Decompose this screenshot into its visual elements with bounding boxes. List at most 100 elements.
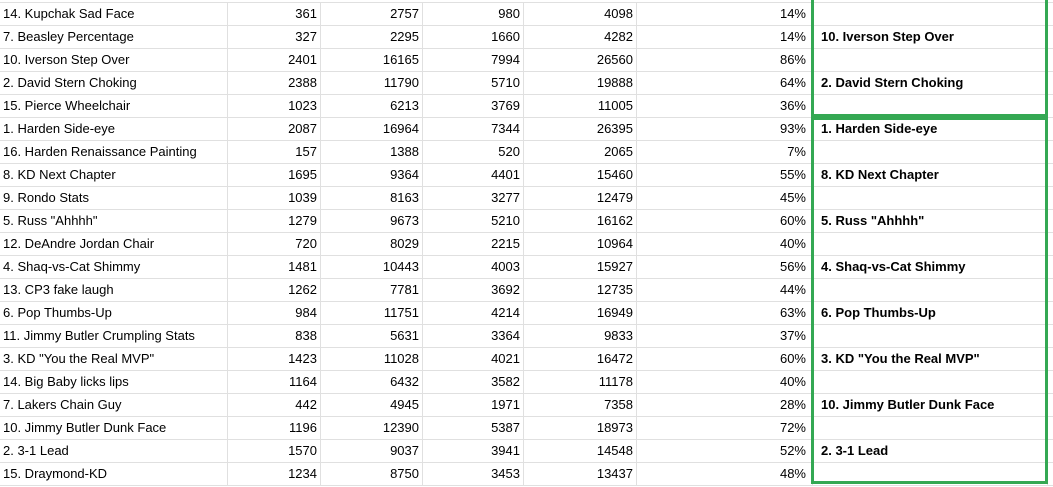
cell-vote-percent[interactable]: 52%: [637, 440, 813, 463]
cell-votes-2[interactable]: 1388: [321, 141, 423, 164]
cell-matchup-winner[interactable]: [813, 417, 1048, 440]
cell-empty-sliver[interactable]: [1048, 95, 1053, 118]
cell-vote-percent[interactable]: 44%: [637, 279, 813, 302]
cell-meme-name[interactable]: 11. Jimmy Butler Crumpling Stats: [0, 325, 228, 348]
cell-empty-sliver[interactable]: [1048, 210, 1053, 233]
cell-vote-percent[interactable]: 40%: [637, 371, 813, 394]
cell-meme-name[interactable]: 5. Russ "Ahhhh": [0, 210, 228, 233]
cell-votes-total[interactable]: 4098: [524, 3, 637, 26]
cell-votes-total[interactable]: 11178: [524, 371, 637, 394]
cell-vote-percent[interactable]: 55%: [637, 164, 813, 187]
cell-votes-total[interactable]: 7358: [524, 394, 637, 417]
cell-votes-1[interactable]: 984: [228, 302, 321, 325]
cell-meme-name[interactable]: 4. Shaq-vs-Cat Shimmy: [0, 256, 228, 279]
cell-empty-sliver[interactable]: [1048, 348, 1053, 371]
cell-votes-3[interactable]: 3364: [423, 325, 524, 348]
cell-votes-total[interactable]: 2065: [524, 141, 637, 164]
cell-matchup-winner[interactable]: [813, 187, 1048, 210]
cell-vote-percent[interactable]: 28%: [637, 394, 813, 417]
cell-votes-1[interactable]: 1023: [228, 95, 321, 118]
cell-votes-total[interactable]: 12735: [524, 279, 637, 302]
cell-meme-name[interactable]: 14. Kupchak Sad Face: [0, 3, 228, 26]
cell-votes-3[interactable]: 5710: [423, 72, 524, 95]
cell-votes-total[interactable]: 13437: [524, 463, 637, 486]
cell-votes-2[interactable]: 6432: [321, 371, 423, 394]
cell-matchup-winner[interactable]: [813, 279, 1048, 302]
cell-votes-3[interactable]: 3453: [423, 463, 524, 486]
cell-votes-2[interactable]: 11751: [321, 302, 423, 325]
cell-votes-total[interactable]: 12479: [524, 187, 637, 210]
cell-votes-3[interactable]: 4214: [423, 302, 524, 325]
cell-vote-percent[interactable]: 48%: [637, 463, 813, 486]
cell-votes-total[interactable]: 16162: [524, 210, 637, 233]
cell-votes-1[interactable]: 1279: [228, 210, 321, 233]
cell-votes-3[interactable]: 4401: [423, 164, 524, 187]
cell-votes-1[interactable]: 1570: [228, 440, 321, 463]
cell-empty-sliver[interactable]: [1048, 417, 1053, 440]
cell-votes-2[interactable]: 11028: [321, 348, 423, 371]
cell-empty-sliver[interactable]: [1048, 118, 1053, 141]
cell-vote-percent[interactable]: 45%: [637, 187, 813, 210]
cell-votes-2[interactable]: 9037: [321, 440, 423, 463]
cell-meme-name[interactable]: 6. Pop Thumbs-Up: [0, 302, 228, 325]
cell-empty-sliver[interactable]: [1048, 3, 1053, 26]
cell-votes-1[interactable]: 720: [228, 233, 321, 256]
cell-votes-1[interactable]: 1196: [228, 417, 321, 440]
cell-meme-name[interactable]: 7. Beasley Percentage: [0, 26, 228, 49]
cell-matchup-winner[interactable]: 6. Pop Thumbs-Up: [813, 302, 1048, 325]
cell-votes-total[interactable]: 10964: [524, 233, 637, 256]
cell-matchup-winner[interactable]: 8. KD Next Chapter: [813, 164, 1048, 187]
cell-votes-total[interactable]: 14548: [524, 440, 637, 463]
cell-votes-total[interactable]: 16472: [524, 348, 637, 371]
cell-matchup-winner[interactable]: [813, 463, 1048, 486]
cell-votes-3[interactable]: 1971: [423, 394, 524, 417]
cell-matchup-winner[interactable]: 10. Jimmy Butler Dunk Face: [813, 394, 1048, 417]
cell-matchup-winner[interactable]: 2. 3-1 Lead: [813, 440, 1048, 463]
cell-vote-percent[interactable]: 40%: [637, 233, 813, 256]
cell-meme-name[interactable]: 14. Big Baby licks lips: [0, 371, 228, 394]
cell-empty-sliver[interactable]: [1048, 164, 1053, 187]
cell-votes-3[interactable]: 980: [423, 3, 524, 26]
cell-votes-3[interactable]: 3769: [423, 95, 524, 118]
cell-vote-percent[interactable]: 37%: [637, 325, 813, 348]
cell-votes-1[interactable]: 2401: [228, 49, 321, 72]
cell-votes-1[interactable]: 838: [228, 325, 321, 348]
cell-matchup-winner[interactable]: 5. Russ "Ahhhh": [813, 210, 1048, 233]
cell-empty-sliver[interactable]: [1048, 72, 1053, 95]
cell-empty-sliver[interactable]: [1048, 49, 1053, 72]
cell-meme-name[interactable]: 10. Iverson Step Over: [0, 49, 228, 72]
cell-votes-total[interactable]: 16949: [524, 302, 637, 325]
cell-vote-percent[interactable]: 72%: [637, 417, 813, 440]
cell-votes-1[interactable]: 1234: [228, 463, 321, 486]
cell-votes-2[interactable]: 10443: [321, 256, 423, 279]
cell-votes-1[interactable]: 1164: [228, 371, 321, 394]
cell-vote-percent[interactable]: 64%: [637, 72, 813, 95]
cell-vote-percent[interactable]: 14%: [637, 3, 813, 26]
cell-meme-name[interactable]: 15. Draymond-KD: [0, 463, 228, 486]
cell-votes-2[interactable]: 4945: [321, 394, 423, 417]
cell-votes-2[interactable]: 6213: [321, 95, 423, 118]
cell-meme-name[interactable]: 3. KD "You the Real MVP": [0, 348, 228, 371]
cell-votes-3[interactable]: 7994: [423, 49, 524, 72]
cell-empty-sliver[interactable]: [1048, 440, 1053, 463]
cell-votes-3[interactable]: 520: [423, 141, 524, 164]
cell-votes-total[interactable]: 15460: [524, 164, 637, 187]
cell-votes-total[interactable]: 19888: [524, 72, 637, 95]
cell-votes-1[interactable]: 1481: [228, 256, 321, 279]
cell-votes-2[interactable]: 2757: [321, 3, 423, 26]
cell-vote-percent[interactable]: 60%: [637, 348, 813, 371]
cell-matchup-winner[interactable]: 1. Harden Side-eye: [813, 118, 1048, 141]
cell-empty-sliver[interactable]: [1048, 256, 1053, 279]
cell-matchup-winner[interactable]: [813, 325, 1048, 348]
cell-votes-total[interactable]: 26560: [524, 49, 637, 72]
cell-votes-total[interactable]: 4282: [524, 26, 637, 49]
cell-votes-1[interactable]: 442: [228, 394, 321, 417]
cell-votes-3[interactable]: 3582: [423, 371, 524, 394]
cell-vote-percent[interactable]: 36%: [637, 95, 813, 118]
cell-votes-2[interactable]: 9673: [321, 210, 423, 233]
cell-meme-name[interactable]: 8. KD Next Chapter: [0, 164, 228, 187]
cell-empty-sliver[interactable]: [1048, 279, 1053, 302]
cell-vote-percent[interactable]: 93%: [637, 118, 813, 141]
cell-votes-2[interactable]: 8029: [321, 233, 423, 256]
cell-matchup-winner[interactable]: [813, 49, 1048, 72]
